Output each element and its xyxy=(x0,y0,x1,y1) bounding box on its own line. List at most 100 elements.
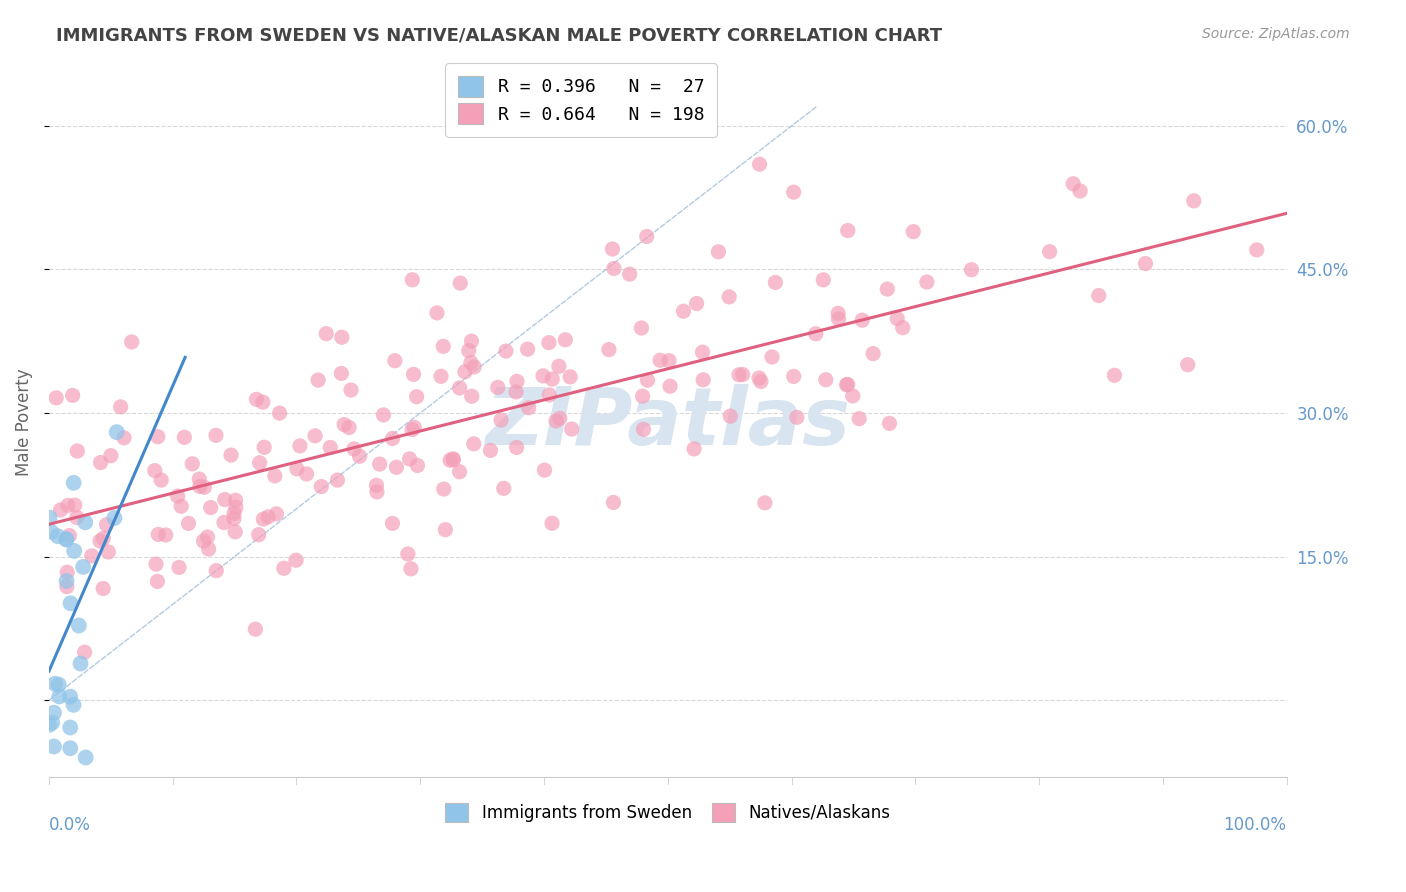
Point xyxy=(62,698,84,712)
Point xyxy=(188,479,211,493)
Point xyxy=(343,442,366,456)
Point xyxy=(80,549,103,563)
Point xyxy=(224,524,246,539)
Point xyxy=(105,425,128,439)
Point xyxy=(433,482,456,496)
Point xyxy=(69,657,91,671)
Point xyxy=(876,282,898,296)
Point xyxy=(633,422,655,436)
Point xyxy=(560,369,582,384)
Point xyxy=(59,596,82,610)
Point xyxy=(432,339,454,353)
Point xyxy=(148,527,170,541)
Point xyxy=(541,516,564,531)
Point xyxy=(603,261,626,276)
Point xyxy=(381,432,404,446)
Point xyxy=(245,622,267,636)
Point xyxy=(285,462,308,476)
Point xyxy=(173,430,195,444)
Point xyxy=(533,463,555,477)
Point xyxy=(903,225,925,239)
Point xyxy=(56,565,79,579)
Text: IMMIGRANTS FROM SWEDEN VS NATIVE/ALASKAN MALE POVERTY CORRELATION CHART: IMMIGRANTS FROM SWEDEN VS NATIVE/ALASKAN… xyxy=(56,27,942,45)
Point xyxy=(441,453,464,467)
Point xyxy=(58,528,80,542)
Legend: Immigrants from Sweden, Natives/Alaskans: Immigrants from Sweden, Natives/Alaskans xyxy=(434,793,900,832)
Point xyxy=(66,510,89,524)
Point xyxy=(285,553,308,567)
Point xyxy=(264,469,287,483)
Point xyxy=(461,389,484,403)
Point xyxy=(637,373,659,387)
Point xyxy=(749,375,772,389)
Point xyxy=(200,500,222,515)
Point xyxy=(827,311,849,326)
Point xyxy=(489,413,512,427)
Text: ZIPatlas: ZIPatlas xyxy=(485,384,851,461)
Point xyxy=(479,443,502,458)
Point xyxy=(73,645,96,659)
Point xyxy=(707,244,730,259)
Point xyxy=(90,456,112,470)
Point xyxy=(731,368,754,382)
Point xyxy=(166,489,188,503)
Point xyxy=(170,500,193,514)
Point xyxy=(330,367,353,381)
Point xyxy=(548,359,571,374)
Point xyxy=(222,507,245,521)
Point xyxy=(330,330,353,344)
Point xyxy=(219,448,242,462)
Point xyxy=(181,457,204,471)
Point xyxy=(434,523,457,537)
Point xyxy=(269,406,291,420)
Point xyxy=(1182,194,1205,208)
Point xyxy=(62,475,84,490)
Point xyxy=(848,411,870,425)
Point xyxy=(495,344,517,359)
Point xyxy=(319,441,342,455)
Point xyxy=(55,574,77,588)
Point xyxy=(59,690,82,704)
Point xyxy=(42,739,65,754)
Point xyxy=(401,423,423,437)
Point xyxy=(247,527,270,541)
Point xyxy=(96,517,118,532)
Point xyxy=(48,690,70,704)
Point xyxy=(311,479,333,493)
Point xyxy=(891,320,914,334)
Point xyxy=(66,444,89,458)
Point xyxy=(384,353,406,368)
Point xyxy=(683,442,706,456)
Point xyxy=(249,456,271,470)
Point xyxy=(46,529,69,543)
Point xyxy=(205,428,228,442)
Point xyxy=(692,373,714,387)
Text: 0.0%: 0.0% xyxy=(49,815,91,833)
Point xyxy=(441,451,464,466)
Y-axis label: Male Poverty: Male Poverty xyxy=(15,368,32,476)
Point xyxy=(366,478,388,492)
Point xyxy=(89,533,111,548)
Point xyxy=(72,560,94,574)
Point xyxy=(177,516,200,531)
Point xyxy=(197,541,219,556)
Point xyxy=(728,368,751,382)
Point xyxy=(62,388,84,402)
Point xyxy=(636,229,658,244)
Point xyxy=(598,343,620,357)
Point xyxy=(786,410,808,425)
Point xyxy=(381,516,404,531)
Point xyxy=(685,296,707,310)
Point xyxy=(541,372,564,386)
Point xyxy=(537,335,560,350)
Point xyxy=(75,750,97,764)
Point xyxy=(340,383,363,397)
Point xyxy=(253,440,276,454)
Point xyxy=(273,561,295,575)
Point xyxy=(212,516,235,530)
Point xyxy=(754,496,776,510)
Point xyxy=(554,333,576,347)
Point xyxy=(538,388,561,402)
Point xyxy=(307,373,329,387)
Point xyxy=(835,377,858,392)
